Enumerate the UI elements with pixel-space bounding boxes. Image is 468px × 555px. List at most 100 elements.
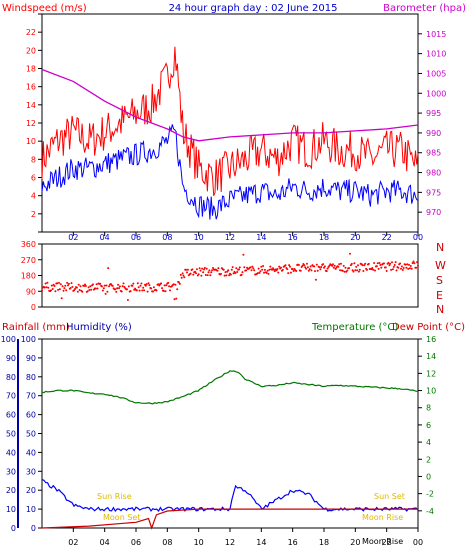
dir-point xyxy=(378,262,381,264)
dir-point xyxy=(79,285,82,288)
dir-point xyxy=(143,289,146,292)
dir-point xyxy=(416,261,419,264)
dir-point xyxy=(172,283,175,286)
dir-point xyxy=(43,286,46,289)
dir-point xyxy=(126,288,128,291)
temp-tick-label: 0 xyxy=(426,472,431,481)
dir-point xyxy=(202,271,205,274)
wind-tick-label: 8 xyxy=(31,155,36,164)
chart-title: 24 hour graph day : 02 June 2015 xyxy=(169,3,338,14)
dir-point xyxy=(95,283,98,286)
dir-point xyxy=(164,290,167,293)
temp-tick-label: 16 xyxy=(426,335,436,344)
dir-point xyxy=(238,266,241,269)
dir-point xyxy=(228,274,231,277)
dir-point xyxy=(46,281,49,284)
dir-point xyxy=(194,270,197,273)
dir-point xyxy=(104,292,107,295)
hum-tick-label: 20 xyxy=(26,486,36,495)
temp-tick-label: 2 xyxy=(426,455,431,464)
time-tick-label: 08 xyxy=(162,538,172,547)
dir-point xyxy=(229,273,232,276)
dir-point xyxy=(77,283,80,286)
dir-point xyxy=(323,265,326,268)
dir-point xyxy=(251,265,254,268)
dir-point xyxy=(322,263,325,266)
wind-tick-label: 18 xyxy=(26,65,36,74)
dir-point xyxy=(81,290,84,293)
dir-point xyxy=(391,261,393,264)
dir-point xyxy=(198,267,201,270)
temp-tick-label: 6 xyxy=(426,421,431,430)
hum-tick-label: 70 xyxy=(26,392,36,401)
dir-point xyxy=(391,268,394,271)
hum-tick-label: 80 xyxy=(26,373,36,382)
dir-point xyxy=(103,284,106,287)
dir-point xyxy=(342,264,345,267)
dir-point xyxy=(328,264,331,267)
dir-point xyxy=(84,285,87,287)
dir-point xyxy=(273,270,276,273)
dir-point xyxy=(45,286,48,289)
baro-tick-label: 1000 xyxy=(426,89,446,98)
dir-point xyxy=(200,274,203,277)
dir-point xyxy=(146,290,149,293)
dir-point xyxy=(383,262,385,265)
dir-point xyxy=(288,264,291,267)
dir-tick-label: 90 xyxy=(26,287,36,296)
dir-point xyxy=(199,269,202,272)
dew-axis-title: Dew Point (°C) xyxy=(392,322,465,333)
dir-point xyxy=(405,266,408,269)
dir-point xyxy=(87,286,90,289)
wind-tick-label: 2 xyxy=(31,210,36,219)
baro-tick-label: 1005 xyxy=(426,69,446,78)
dir-point xyxy=(84,283,86,286)
dir-point xyxy=(89,285,92,288)
time-tick-label: 00 xyxy=(413,538,423,547)
dir-point xyxy=(118,285,121,288)
dir-point xyxy=(71,285,74,288)
dir-point xyxy=(175,297,178,300)
dir-label-s: S xyxy=(436,274,443,287)
time-tick-label: 22 xyxy=(382,233,392,242)
dir-point xyxy=(152,290,154,293)
dir-point xyxy=(241,271,244,274)
dir-point xyxy=(182,274,185,277)
dir-point xyxy=(402,267,405,269)
dir-point xyxy=(406,263,409,266)
wind-tick-label: 16 xyxy=(26,83,36,92)
baro-tick-label: 985 xyxy=(426,149,441,158)
dir-point xyxy=(297,264,300,266)
dir-point xyxy=(54,290,57,293)
rain-tick-label: 60 xyxy=(6,411,16,420)
dir-point xyxy=(148,284,151,287)
moonset-label: Moon Set xyxy=(103,513,140,522)
dir-point xyxy=(259,270,262,273)
dir-point xyxy=(63,287,66,290)
dir-tick-label: 180 xyxy=(21,272,36,281)
dir-point xyxy=(101,289,104,292)
dir-point xyxy=(150,287,153,290)
dir-point xyxy=(306,262,308,265)
wind-panel xyxy=(41,13,419,233)
dir-point xyxy=(189,272,192,275)
dir-point xyxy=(66,281,69,284)
dir-point xyxy=(314,278,317,281)
dir-point xyxy=(163,284,166,287)
temp-tick-label: 4 xyxy=(426,438,431,447)
dir-point xyxy=(289,271,292,274)
dir-point xyxy=(167,281,170,284)
dir-point xyxy=(207,271,210,274)
dir-point xyxy=(361,264,364,267)
dir-point xyxy=(257,267,260,270)
dir-point xyxy=(204,274,207,276)
dir-point xyxy=(392,265,395,268)
dir-point xyxy=(308,268,311,271)
dir-point xyxy=(41,289,43,292)
time-tick-label: 02 xyxy=(68,538,78,547)
dir-label-e: E xyxy=(436,289,443,302)
dir-point xyxy=(203,268,205,271)
temp-tick-label: 8 xyxy=(426,404,431,413)
dir-point xyxy=(209,274,212,277)
rain-tick-label: 10 xyxy=(6,505,16,514)
